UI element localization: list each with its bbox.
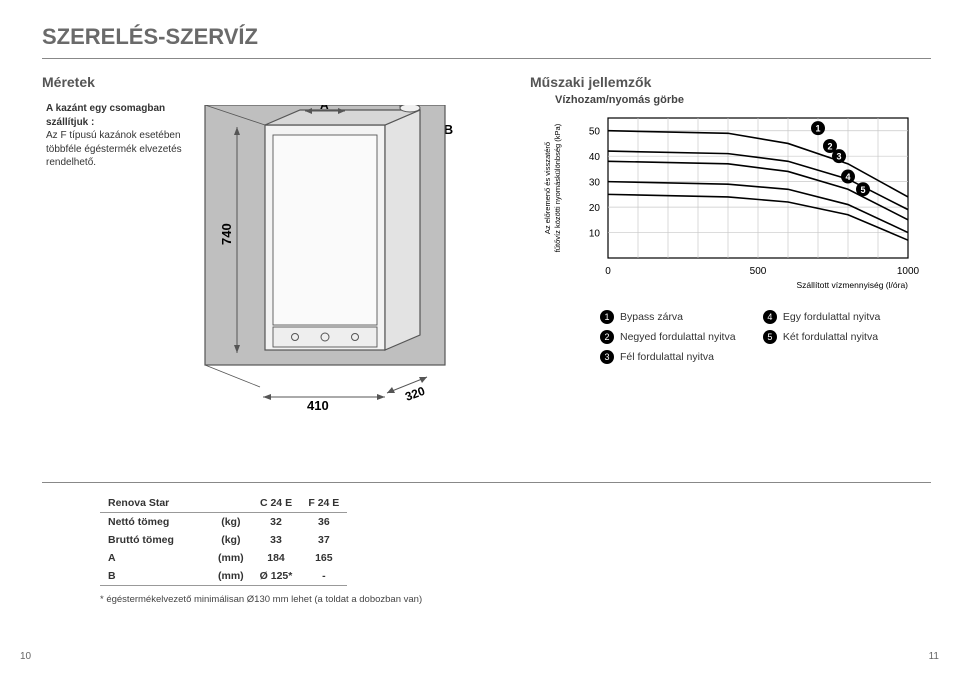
svg-text:1000: 1000: [897, 266, 920, 277]
svg-text:500: 500: [750, 266, 767, 277]
legend-label: Negyed fordulattal nyitva: [620, 331, 736, 343]
svg-text:fűtővíz közötti nyomáskülönbsé: fűtővíz közötti nyomáskülönbség (kPa): [553, 123, 562, 252]
intro-text: A kazánt egy csomagban szállítjuk : Az F…: [46, 102, 186, 170]
table-row: B(mm)Ø 125*-: [100, 567, 347, 586]
legend-item: 4 Egy fordulattal nyitva: [763, 310, 923, 324]
legend-label: Fél fordulattal nyitva: [620, 351, 714, 363]
boiler-diagram: 740 A 410 320: [195, 105, 475, 445]
svg-text:A: A: [320, 105, 329, 112]
legend-label: Bypass zárva: [620, 311, 683, 323]
legend-badge: 2: [600, 330, 614, 344]
svg-text:30: 30: [589, 178, 601, 189]
svg-text:320: 320: [403, 384, 427, 404]
table-row: Bruttó tömeg(kg)3337: [100, 531, 347, 549]
svg-text:0: 0: [605, 266, 611, 277]
legend-item: 5 Két fordulattal nyitva: [763, 330, 923, 344]
svg-text:5: 5: [860, 185, 865, 195]
page-title: SZERELÉS-SZERVÍZ: [42, 24, 258, 50]
chart-subtitle: Vízhozam/nyomás görbe: [555, 94, 684, 106]
divider: [42, 58, 931, 59]
chart-legend: 1 Bypass zárva 2 Negyed fordulattal nyitva 3…: [600, 310, 923, 370]
flow-pressure-chart: 102030405005001000Szállított vízmennyisé…: [530, 108, 930, 288]
footnote: * égéstermékelvezető minimálisan Ø130 mm…: [100, 594, 422, 605]
legend-label: Egy fordulattal nyitva: [783, 311, 880, 323]
legend-label: Két fordulattal nyitva: [783, 331, 878, 343]
legend-badge: 5: [763, 330, 777, 344]
svg-text:2: 2: [827, 142, 832, 152]
legend-badge: 3: [600, 350, 614, 364]
section-title-left: Méretek: [42, 74, 95, 90]
spec-table: Renova Star C 24 E F 24 E Nettó tömeg(kg…: [100, 494, 347, 586]
legend-item: 2 Negyed fordulattal nyitva: [600, 330, 760, 344]
legend-badge: 1: [600, 310, 614, 324]
svg-text:20: 20: [589, 203, 601, 214]
table-col-1: F 24 E: [300, 494, 347, 513]
section-title-right: Műszaki jellemzők: [530, 74, 651, 90]
divider-table: [42, 482, 931, 483]
svg-text:3: 3: [836, 152, 841, 162]
svg-text:4: 4: [845, 172, 850, 182]
legend-item: 3 Fél fordulattal nyitva: [600, 350, 760, 364]
table-title: Renova Star: [100, 494, 210, 513]
page-number-left: 10: [20, 651, 31, 662]
table-row: A(mm)184165: [100, 549, 347, 567]
table-col-0: C 24 E: [252, 494, 301, 513]
table-row: Nettó tömeg(kg)3236: [100, 513, 347, 532]
svg-text:50: 50: [589, 127, 601, 138]
svg-text:10: 10: [589, 229, 601, 240]
page-number-right: 11: [929, 651, 939, 662]
svg-text:40: 40: [589, 152, 601, 163]
svg-text:Az előremenő és visszatérő: Az előremenő és visszatérő: [543, 142, 552, 234]
legend-item: 1 Bypass zárva: [600, 310, 760, 324]
svg-text:740: 740: [219, 223, 234, 245]
legend-badge: 4: [763, 310, 777, 324]
svg-text:Szállított vízmennyiség (l/óra: Szállított vízmennyiség (l/óra): [797, 280, 909, 290]
svg-text:410: 410: [307, 398, 329, 413]
svg-text:1: 1: [815, 124, 820, 134]
